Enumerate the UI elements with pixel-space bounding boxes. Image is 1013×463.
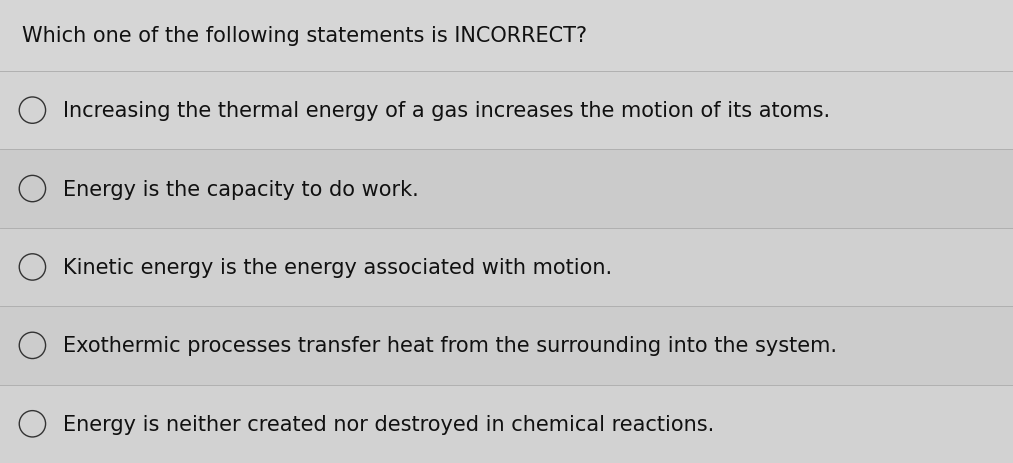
Bar xyxy=(0,150,1013,228)
Text: Exothermic processes transfer heat from the surrounding into the system.: Exothermic processes transfer heat from … xyxy=(63,336,837,356)
Bar xyxy=(0,385,1013,463)
Text: Increasing the thermal energy of a gas increases the motion of its atoms.: Increasing the thermal energy of a gas i… xyxy=(63,101,830,121)
Bar xyxy=(0,72,1013,150)
Bar xyxy=(0,307,1013,385)
Text: Energy is the capacity to do work.: Energy is the capacity to do work. xyxy=(63,179,418,199)
Bar xyxy=(0,0,1013,72)
Text: Energy is neither created nor destroyed in chemical reactions.: Energy is neither created nor destroyed … xyxy=(63,414,714,434)
Bar xyxy=(0,228,1013,307)
Text: Kinetic energy is the energy associated with motion.: Kinetic energy is the energy associated … xyxy=(63,257,612,277)
Text: Which one of the following statements is INCORRECT?: Which one of the following statements is… xyxy=(22,26,588,46)
